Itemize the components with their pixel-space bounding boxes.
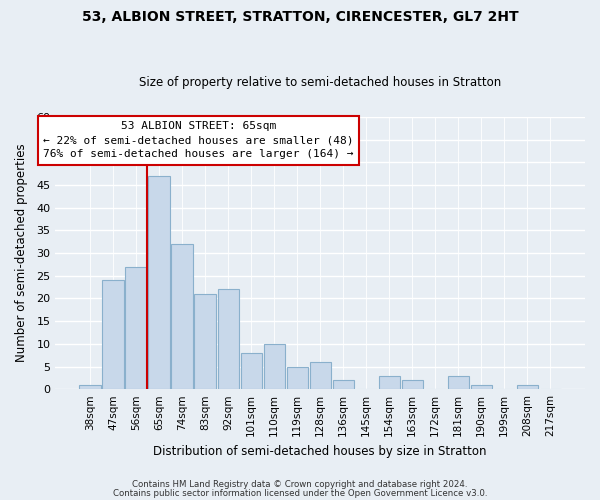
Bar [401,380,423,389]
Y-axis label: Number of semi-detached properties: Number of semi-detached properties [15,144,28,362]
Bar [125,266,146,389]
Bar [103,280,124,389]
Text: Contains HM Land Registry data © Crown copyright and database right 2024.: Contains HM Land Registry data © Crown c… [132,480,468,489]
Title: Size of property relative to semi-detached houses in Stratton: Size of property relative to semi-detach… [139,76,501,90]
Bar [218,290,239,389]
Bar [241,353,262,389]
X-axis label: Distribution of semi-detached houses by size in Stratton: Distribution of semi-detached houses by … [154,444,487,458]
Bar [148,176,170,389]
Bar [448,376,469,389]
Bar [332,380,354,389]
Text: 53 ALBION STREET: 65sqm
← 22% of semi-detached houses are smaller (48)
76% of se: 53 ALBION STREET: 65sqm ← 22% of semi-de… [43,121,353,159]
Bar [517,384,538,389]
Text: Contains public sector information licensed under the Open Government Licence v3: Contains public sector information licen… [113,489,487,498]
Bar [310,362,331,389]
Bar [194,294,215,389]
Text: 53, ALBION STREET, STRATTON, CIRENCESTER, GL7 2HT: 53, ALBION STREET, STRATTON, CIRENCESTER… [82,10,518,24]
Bar [263,344,285,389]
Bar [470,384,492,389]
Bar [287,366,308,389]
Bar [172,244,193,389]
Bar [79,384,101,389]
Bar [379,376,400,389]
